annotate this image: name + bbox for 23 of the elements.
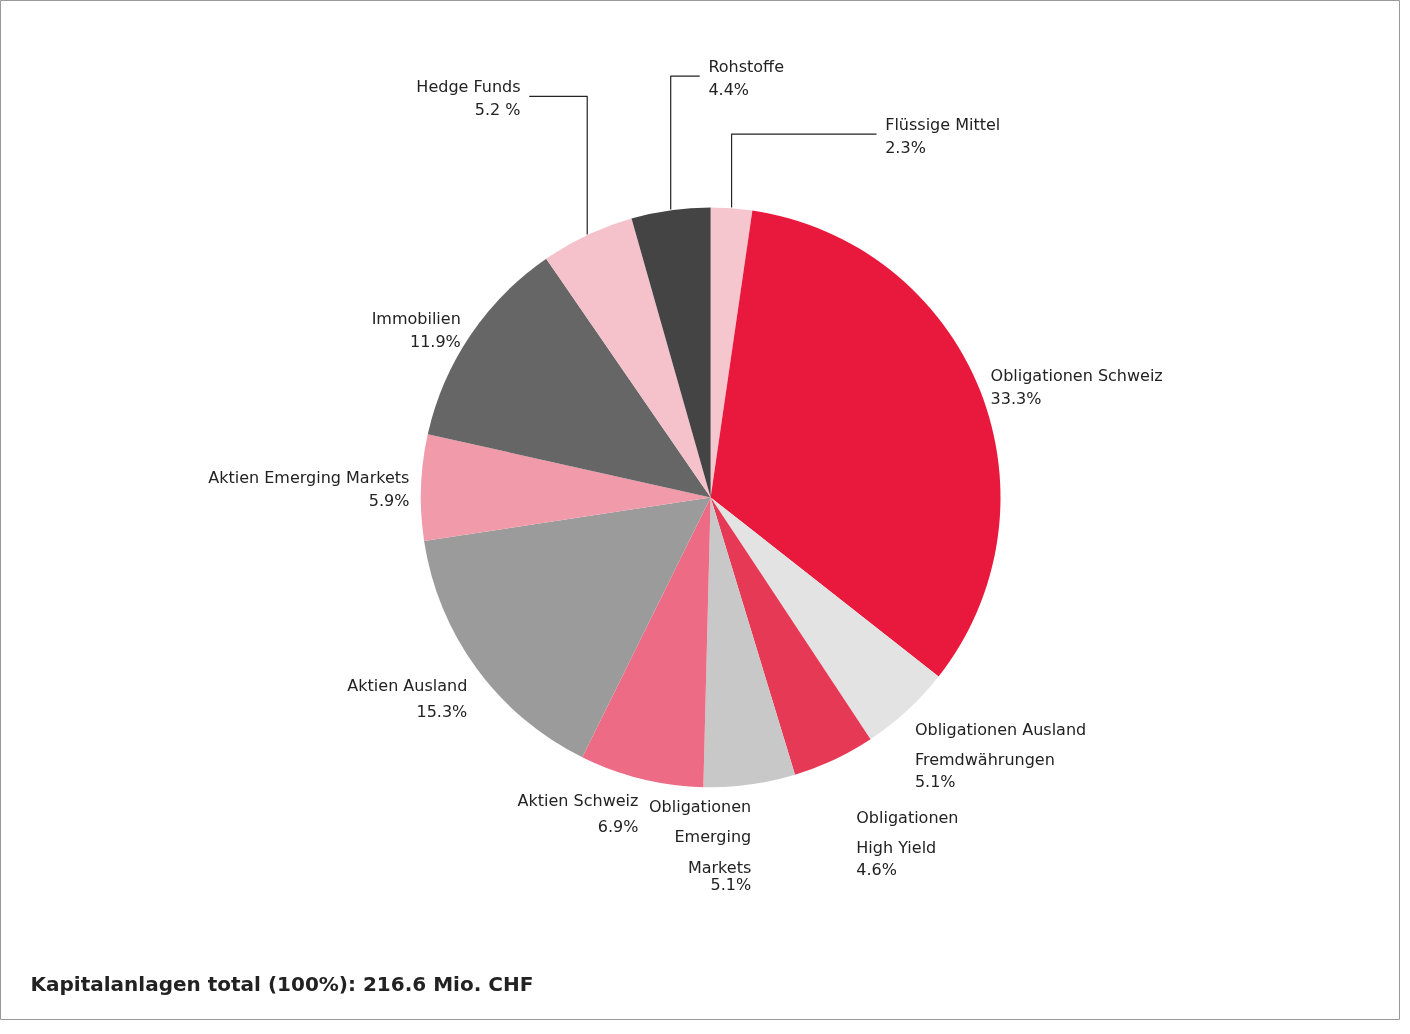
slice-label: Obligationen Emerging Markets bbox=[649, 796, 752, 877]
slice-label: Aktien Schweiz bbox=[517, 790, 639, 810]
slice-label: Obligationen Schweiz bbox=[990, 366, 1163, 386]
slice-label: Obligationen Ausland Fremdwährungen bbox=[914, 719, 1087, 770]
data-label: 4.6% bbox=[856, 859, 897, 879]
data-label: 6.9% bbox=[597, 816, 639, 836]
data-label: 4.4% bbox=[708, 80, 750, 100]
slice-label: Hedge Funds bbox=[416, 77, 521, 97]
data-label: 2.3% bbox=[885, 138, 926, 158]
slice-label: Flüssige Mittel bbox=[885, 115, 1001, 135]
slice-label: Aktien Emerging Markets bbox=[208, 467, 410, 487]
data-label: 11.9% bbox=[409, 332, 461, 352]
data-label: 15.3% bbox=[416, 701, 468, 721]
data-label: 5.9% bbox=[368, 490, 410, 510]
data-label: 5.2 % bbox=[474, 100, 521, 120]
text: Kapitalanlagen total (100%): 216.6 Mio. CHF bbox=[30, 971, 534, 996]
slice-label: Immobilien bbox=[371, 309, 461, 329]
slice-label: Obligationen High Yield bbox=[856, 807, 959, 858]
slice-label: Aktien Ausland bbox=[347, 675, 468, 695]
slice-label: Rohstoffe bbox=[708, 57, 784, 77]
data-label: 5.1% bbox=[710, 874, 752, 894]
data-label: 5.1% bbox=[914, 771, 956, 791]
data-label: 33.3% bbox=[990, 389, 1042, 409]
